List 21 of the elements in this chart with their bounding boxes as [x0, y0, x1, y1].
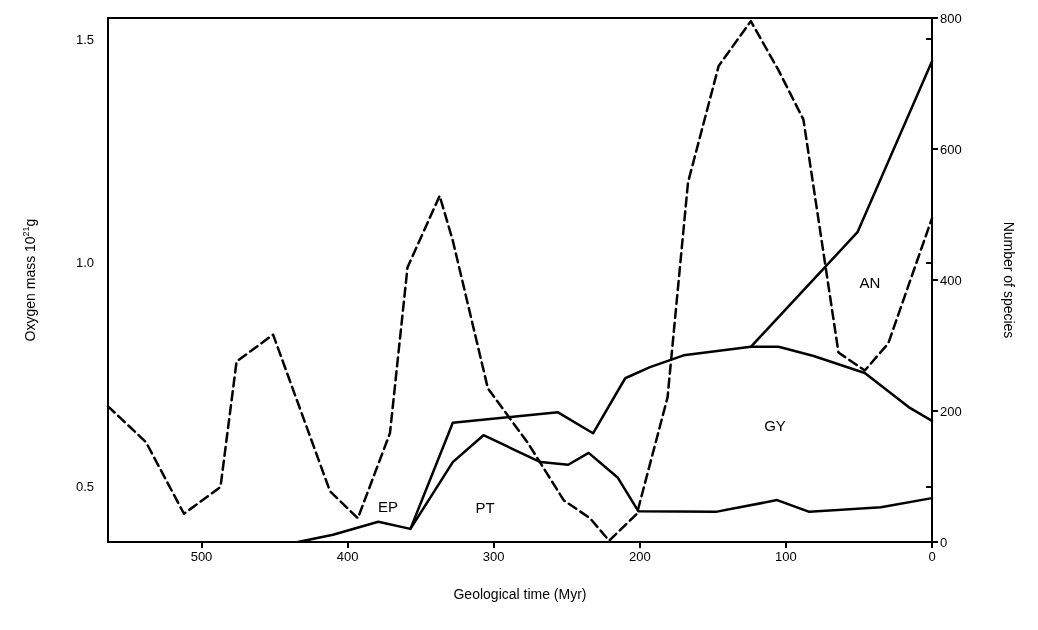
- x-tick-label: 400: [336, 549, 359, 564]
- y-tick-label: 1.5: [75, 31, 94, 47]
- annotation: PT: [475, 498, 495, 516]
- y2-tick-label: 0: [940, 534, 948, 550]
- y2-tick-label: 400: [940, 272, 962, 288]
- x-tick-label: 200: [628, 549, 651, 564]
- x-axis-title: Geological time (Myr): [453, 586, 587, 602]
- y-tick-label: 0.5: [75, 479, 94, 495]
- x-tick-label: 100: [775, 549, 797, 564]
- annotation: AN: [859, 273, 881, 291]
- x-tick-label: 300: [482, 549, 505, 564]
- y2-tick-label: 600: [940, 141, 962, 157]
- y-tick-label: 1.0: [75, 255, 94, 271]
- y2-axis-title: Number of species: [1001, 221, 1017, 339]
- y-axis-title: Oxygen mass 1021g: [20, 218, 38, 342]
- x-tick-label: 0: [928, 549, 936, 564]
- y2-tick-label: 200: [940, 403, 962, 419]
- annotation: EP: [377, 497, 399, 515]
- annotation: GY: [764, 416, 786, 434]
- y2-tick-label: 800: [940, 10, 962, 26]
- x-tick-label: 500: [190, 549, 213, 564]
